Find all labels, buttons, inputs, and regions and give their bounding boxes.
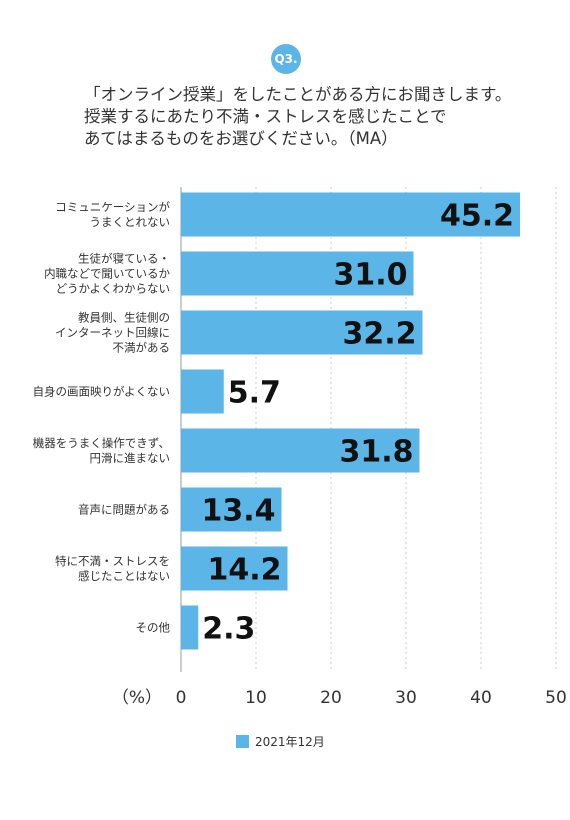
legend: 2021年12月: [236, 733, 325, 750]
bar: [181, 310, 423, 355]
category-label: 円滑に進まない: [90, 451, 171, 465]
legend-swatch: [236, 735, 249, 748]
category-label: どうかよくわからない: [56, 282, 170, 296]
x-axis-unit-label: （%）: [112, 688, 162, 708]
bar: [181, 487, 282, 532]
x-tick-label: 40: [470, 688, 492, 708]
data-label: 31.0: [333, 258, 407, 293]
category-label: インターネット回線に: [55, 326, 170, 340]
data-label: 45.2: [440, 199, 514, 234]
bar: [181, 192, 520, 237]
data-label: 13.4: [201, 494, 275, 529]
bar: [181, 369, 224, 414]
data-label: 14.2: [207, 553, 281, 588]
category-label: うまくとれない: [90, 215, 171, 229]
category-label: 生徒が寝ている・: [78, 252, 170, 266]
category-label: 不満がある: [113, 341, 171, 355]
category-label: コミュニケーションが: [55, 200, 170, 214]
x-tick-label: 20: [320, 688, 342, 708]
category-label: 特に不満・ストレスを: [55, 554, 170, 568]
category-label: 内職などで聞いているか: [44, 267, 170, 281]
bar: [181, 251, 414, 296]
bar: [181, 546, 288, 591]
data-label: 31.8: [339, 435, 413, 470]
x-tick-label: 0: [176, 688, 187, 708]
data-label: 2.3: [202, 612, 255, 647]
legend-label: 2021年12月: [255, 735, 325, 749]
question-badge: Q3.: [271, 44, 301, 74]
x-tick-label: 10: [245, 688, 267, 708]
question-line: 「オンライン授業」をしたことがある方にお聞きします。: [84, 85, 512, 104]
question-text: 「オンライン授業」をしたことがある方にお聞きします。 授業するにあたり不満・スト…: [84, 84, 554, 150]
category-label: 教員側、生徒側の: [78, 311, 170, 325]
question-line: 授業するにあたり不満・ストレスを感じたことで: [84, 107, 447, 126]
data-label: 5.7: [228, 376, 281, 411]
bar: [181, 605, 199, 650]
category-label: その他: [136, 621, 171, 635]
category-label: 感じたことはない: [78, 569, 170, 583]
bar: [181, 428, 420, 473]
x-tick-label: 30: [395, 688, 417, 708]
data-label: 32.2: [342, 317, 416, 352]
category-label: 音声に問題がある: [78, 503, 170, 517]
question-line: あてはまるものをお選びください。（MA）: [84, 129, 398, 148]
category-label: 機器をうまく操作できず、: [33, 436, 170, 450]
x-tick-label: 50: [545, 688, 567, 708]
category-label: 自身の画面映りがよくない: [33, 385, 170, 399]
